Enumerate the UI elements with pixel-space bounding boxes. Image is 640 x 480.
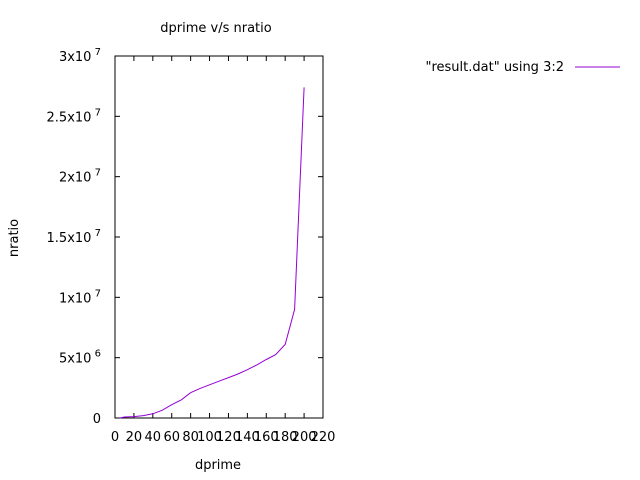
x-axis-label: dprime <box>195 458 241 473</box>
y-tick-label: 2x10 7 <box>59 168 101 186</box>
y-tick-label: 0 <box>93 412 101 427</box>
y-axis: 0 5x10 6 1x10 7 1.5x10 7 2x10 7 2.5x10 7 3x10 … <box>47 47 323 427</box>
y-axis-label: nratio <box>7 219 22 257</box>
x-tick-label: 180 <box>273 430 298 445</box>
plot-border <box>114 55 324 419</box>
series-layer <box>119 87 305 419</box>
y-tick-label: 3x10 7 <box>59 47 101 65</box>
chart-title: dprime v/s nratio <box>160 21 271 36</box>
x-tick-label: 40 <box>145 430 162 445</box>
x-tick-label: 60 <box>163 430 180 445</box>
y-tick-label: 1.5x10 7 <box>47 228 101 246</box>
y-tick-label: 5x10 6 <box>59 349 101 367</box>
x-tick-label: 0 <box>111 430 119 445</box>
y-tick-label: 1x10 7 <box>59 288 101 306</box>
x-tick-label: 100 <box>197 430 222 445</box>
x-tick-label: 160 <box>254 430 279 445</box>
x-tick-label: 120 <box>216 430 241 445</box>
x-tick-label: 220 <box>311 430 336 445</box>
legend: "result.dat" using 3:2 <box>426 60 620 75</box>
plot-frame <box>114 55 324 419</box>
y-tick-label: 2.5x10 7 <box>47 107 101 125</box>
x-tick-label: 80 <box>182 430 199 445</box>
series-line <box>119 87 305 419</box>
x-tick-label: 20 <box>126 430 143 445</box>
x-tick-label: 200 <box>292 430 317 445</box>
x-tick-label: 140 <box>235 430 260 445</box>
legend-label: "result.dat" using 3:2 <box>426 60 565 75</box>
